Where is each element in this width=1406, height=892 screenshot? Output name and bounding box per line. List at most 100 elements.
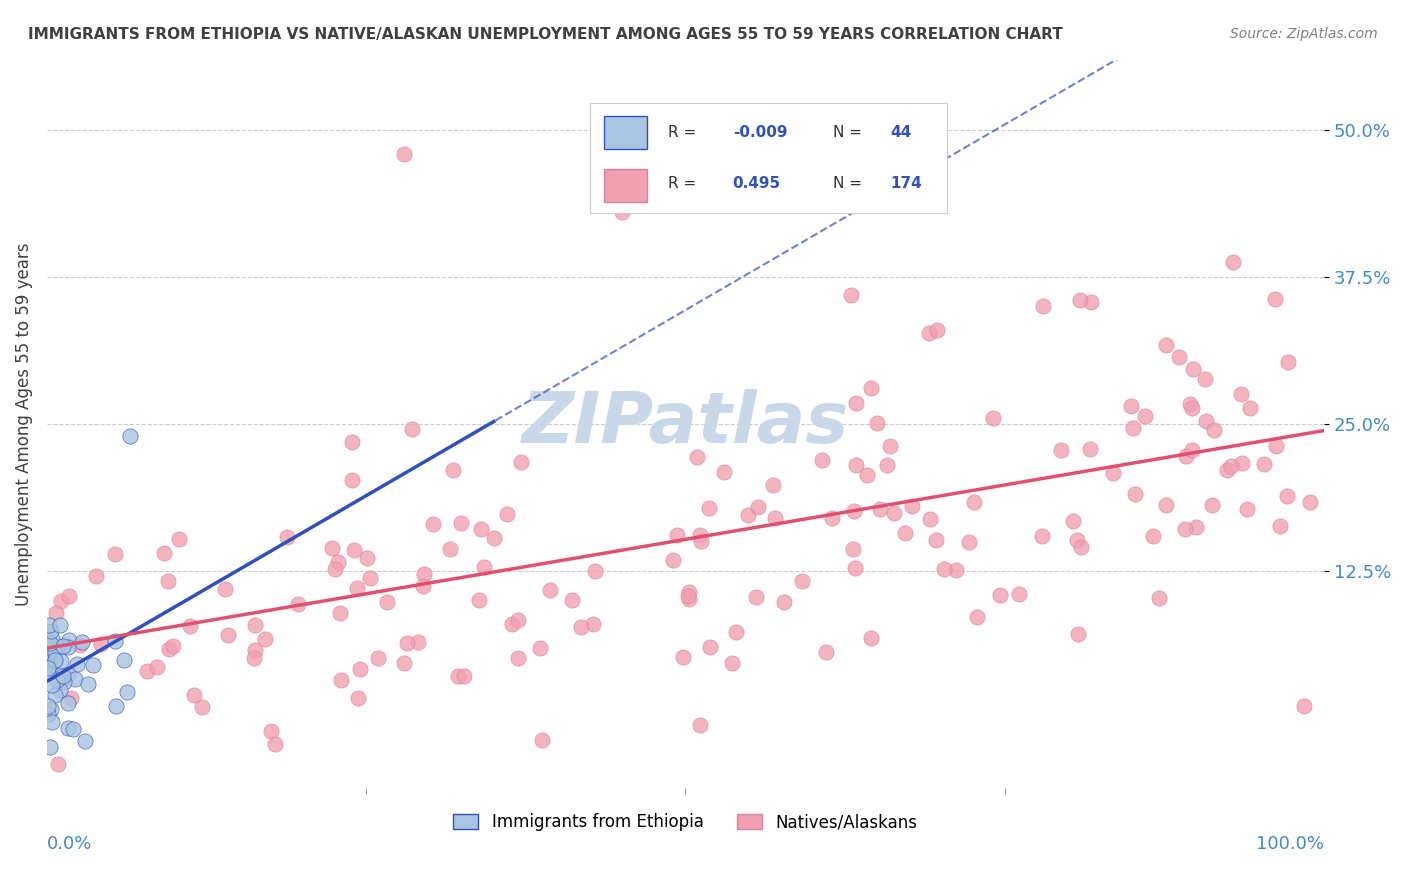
Point xyxy=(37,665,59,680)
Point xyxy=(713,465,735,479)
Point xyxy=(876,458,898,472)
Point xyxy=(569,620,592,634)
Point xyxy=(1230,387,1253,401)
Point xyxy=(346,581,368,595)
Point xyxy=(395,636,418,650)
Point xyxy=(845,458,868,473)
Point xyxy=(665,527,688,541)
Point xyxy=(773,595,796,609)
Point xyxy=(82,658,104,673)
Point xyxy=(678,585,700,599)
Point xyxy=(1008,587,1031,601)
Point xyxy=(412,579,434,593)
Point xyxy=(1181,443,1204,458)
Point xyxy=(191,700,214,714)
Point xyxy=(1050,442,1073,457)
Point xyxy=(44,654,66,668)
Point xyxy=(321,541,343,555)
Point xyxy=(1181,401,1204,415)
Point xyxy=(845,396,868,410)
Point xyxy=(157,642,180,657)
Point xyxy=(39,624,62,638)
Point xyxy=(179,619,201,633)
Point xyxy=(762,478,785,492)
Point xyxy=(49,617,72,632)
Point xyxy=(1275,489,1298,503)
Point xyxy=(49,683,72,698)
Point xyxy=(37,706,59,721)
Point xyxy=(70,635,93,649)
Point xyxy=(561,592,583,607)
Point xyxy=(470,522,492,536)
Point xyxy=(945,564,967,578)
Point xyxy=(1204,423,1226,437)
Point xyxy=(90,637,112,651)
Point xyxy=(276,530,298,544)
Point xyxy=(763,511,786,525)
Point xyxy=(1270,519,1292,533)
Point xyxy=(56,721,79,735)
Point xyxy=(790,574,813,588)
Point xyxy=(38,618,60,632)
Point xyxy=(52,669,75,683)
Point xyxy=(925,323,948,337)
Point xyxy=(44,645,66,659)
Point xyxy=(49,654,72,668)
Point xyxy=(73,734,96,748)
Point xyxy=(1031,529,1053,543)
Point xyxy=(1147,591,1170,606)
Point xyxy=(678,591,700,606)
Text: ZIPatlas: ZIPatlas xyxy=(522,389,849,458)
Point xyxy=(468,593,491,607)
Point xyxy=(52,640,75,654)
Point xyxy=(58,633,80,648)
Point xyxy=(841,287,863,301)
Point xyxy=(737,508,759,522)
Point xyxy=(496,507,519,521)
Point xyxy=(422,516,444,531)
Point xyxy=(1156,498,1178,512)
Point xyxy=(661,553,683,567)
Point xyxy=(1102,467,1125,481)
Point xyxy=(1080,295,1102,310)
Point xyxy=(343,543,366,558)
Point xyxy=(883,506,905,520)
Point xyxy=(859,381,882,395)
Point xyxy=(1185,520,1208,534)
Text: 100.0%: 100.0% xyxy=(1256,835,1324,853)
Point xyxy=(63,673,86,687)
Point xyxy=(453,669,475,683)
Point xyxy=(1032,299,1054,313)
Point xyxy=(56,666,79,681)
Point xyxy=(810,453,832,467)
Point xyxy=(957,535,980,549)
Point xyxy=(1125,487,1147,501)
Point xyxy=(1265,439,1288,453)
Point xyxy=(821,511,844,525)
Legend: Immigrants from Ethiopia, Natives/Alaskans: Immigrants from Ethiopia, Natives/Alaska… xyxy=(447,806,924,838)
Point xyxy=(112,653,135,667)
Point xyxy=(747,500,769,514)
Point xyxy=(359,571,381,585)
Point xyxy=(243,650,266,665)
Point xyxy=(340,435,363,450)
Point xyxy=(62,722,84,736)
Point xyxy=(699,500,721,515)
Point xyxy=(1194,372,1216,386)
Point xyxy=(254,632,277,647)
Point xyxy=(1195,414,1218,428)
Point xyxy=(447,668,470,682)
Point xyxy=(745,590,768,604)
Text: Source: ZipAtlas.com: Source: ZipAtlas.com xyxy=(1230,27,1378,41)
Point xyxy=(39,657,62,672)
Point xyxy=(583,564,606,578)
Point xyxy=(1299,494,1322,508)
Point xyxy=(894,526,917,541)
Point xyxy=(56,696,79,710)
Point xyxy=(690,533,713,548)
Point xyxy=(689,528,711,542)
Point xyxy=(37,641,59,656)
Point xyxy=(394,146,416,161)
Point xyxy=(1239,401,1261,415)
Point xyxy=(901,499,924,513)
